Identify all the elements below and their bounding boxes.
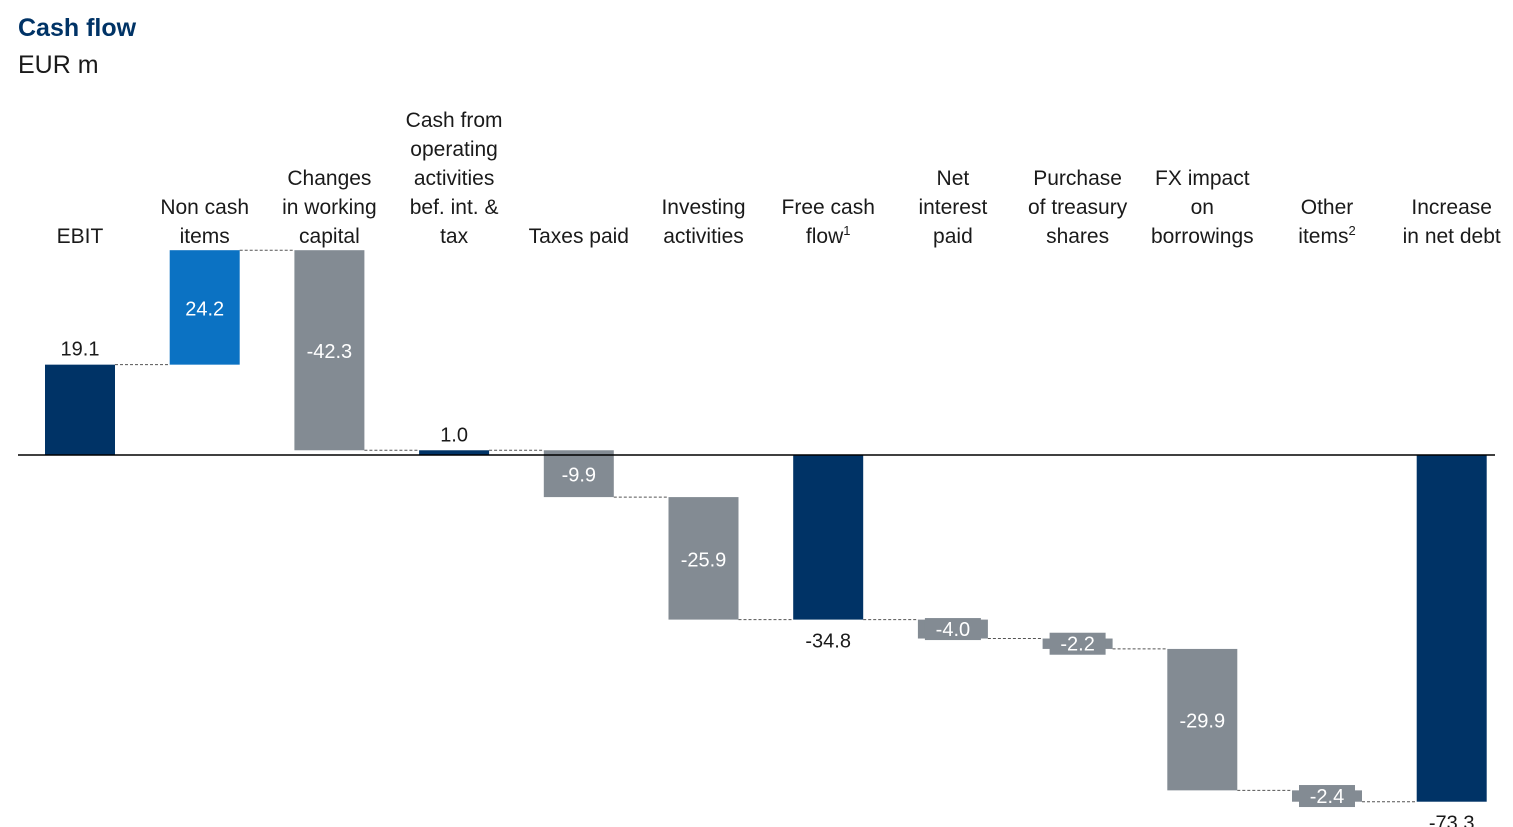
category-label: Other items2 bbox=[1298, 196, 1355, 248]
bar-1 bbox=[169, 250, 240, 365]
category-label: Taxes paid bbox=[529, 225, 629, 248]
category-label: Net interest paid bbox=[918, 167, 987, 248]
value-label: -29.9 bbox=[1180, 711, 1226, 733]
value-label: -25.9 bbox=[681, 549, 727, 571]
bar-5 bbox=[668, 497, 739, 620]
category-label: Non cash items bbox=[160, 196, 249, 248]
bar-9 bbox=[1167, 648, 1238, 791]
bar-0 bbox=[45, 364, 115, 455]
bar-4 bbox=[543, 450, 614, 498]
category-label: EBIT bbox=[57, 225, 104, 248]
bars: 19.1 24.2 -42.3 1.0 -9.9 -25.9 -34.8 -4.0 -2.2 -2… bbox=[45, 250, 1487, 827]
value-label: 19.1 bbox=[61, 339, 100, 361]
category-label: Cash from operating activities bef. int. & t… bbox=[406, 109, 503, 248]
bar-6 bbox=[793, 455, 864, 620]
value-label: -34.8 bbox=[805, 631, 851, 653]
value-label: 24.2 bbox=[185, 298, 224, 320]
category-label: Changes in working capital bbox=[282, 167, 377, 248]
connector-lines bbox=[115, 249, 1417, 803]
category-label: FX impact on borrowings bbox=[1151, 167, 1254, 248]
value-label: -2.2 bbox=[1060, 634, 1094, 656]
category-label: Free cash flow1 bbox=[782, 196, 875, 248]
chart-subtitle: EUR m bbox=[18, 51, 99, 79]
value-label: -42.3 bbox=[307, 341, 353, 363]
value-label: -2.4 bbox=[1310, 786, 1344, 808]
value-label: -9.9 bbox=[562, 465, 596, 487]
category-label: Increase in net debt bbox=[1403, 196, 1501, 248]
value-label-bg bbox=[1299, 785, 1355, 808]
bar-2 bbox=[294, 250, 365, 451]
category-labels: EBIT Non cash items Changes in working capita… bbox=[57, 109, 1501, 248]
bar-3 bbox=[419, 450, 490, 455]
value-label: 1.0 bbox=[440, 424, 468, 446]
category-label: Investing activities bbox=[661, 196, 745, 248]
value-label: -4.0 bbox=[936, 619, 970, 641]
value-label-bg bbox=[924, 618, 981, 641]
value-label-bg bbox=[1049, 632, 1106, 655]
value-label: -73.3 bbox=[1429, 813, 1475, 827]
bar-11 bbox=[1416, 455, 1487, 802]
chart-title: Cash flow bbox=[18, 14, 137, 42]
category-label: Purchase of treasury shares bbox=[1028, 167, 1128, 248]
